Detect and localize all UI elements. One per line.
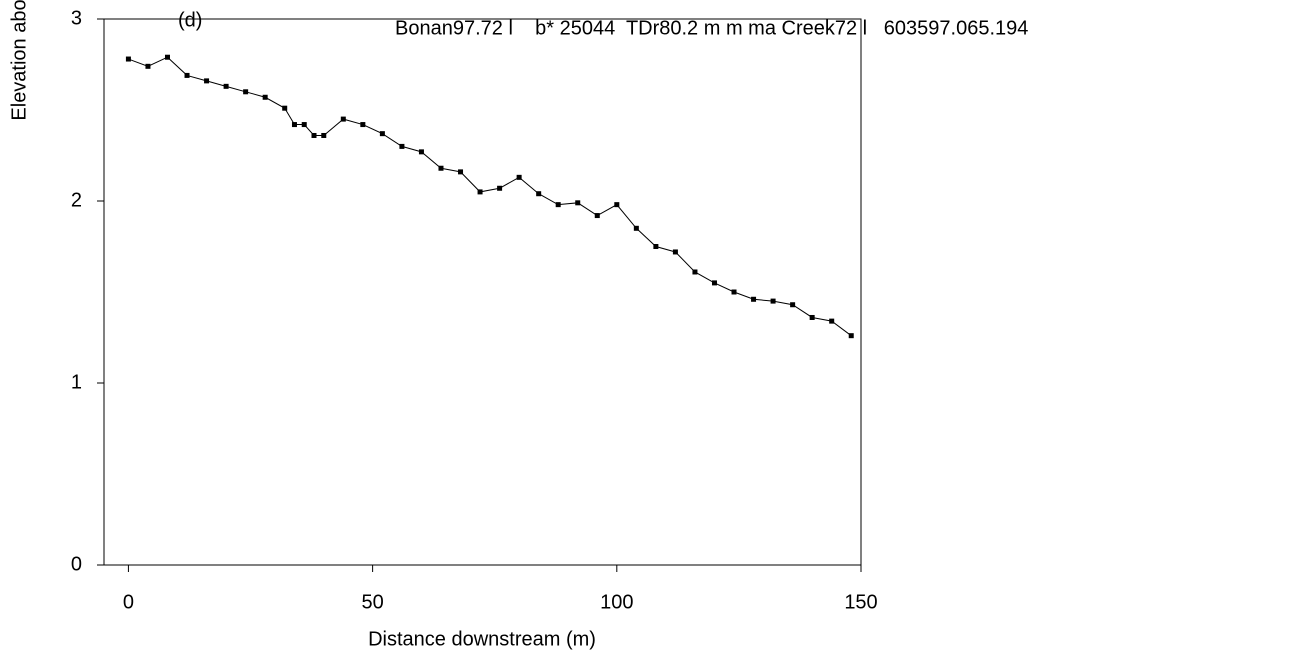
point-marker xyxy=(360,122,366,128)
point-marker xyxy=(731,289,737,295)
y-tick-label: 1 xyxy=(71,371,82,393)
y-tick-label: 3 xyxy=(71,7,82,29)
x-axis-label: Distance downstream (m) xyxy=(368,628,596,650)
point-marker xyxy=(672,249,678,255)
point-marker xyxy=(301,122,307,128)
point-marker xyxy=(692,269,698,275)
point-marker xyxy=(614,202,620,208)
line xyxy=(128,56,852,337)
point-marker xyxy=(418,149,424,155)
point-marker xyxy=(536,191,542,197)
point-marker xyxy=(164,54,170,60)
point-marker xyxy=(125,56,131,62)
point-marker xyxy=(653,244,659,249)
point-marker xyxy=(477,189,483,195)
point-marker xyxy=(575,200,581,206)
point-marker xyxy=(458,169,464,175)
point-marker xyxy=(829,318,835,324)
point-marker xyxy=(555,202,561,208)
point-marker xyxy=(399,143,405,149)
point-marker xyxy=(497,185,503,191)
point-marker xyxy=(291,122,297,128)
point-marker xyxy=(379,131,385,137)
x-tick-label: 150 xyxy=(844,591,877,613)
plot-frame xyxy=(103,18,862,566)
point-marker xyxy=(223,83,229,89)
annotation: (d) xyxy=(178,9,202,31)
x-tick-label: 100 xyxy=(600,591,633,613)
point-marker xyxy=(262,94,268,100)
point-marker xyxy=(516,174,522,180)
x-tick-label: 0 xyxy=(123,591,134,613)
point-marker xyxy=(809,314,815,320)
y-tick-label: 2 xyxy=(71,189,82,211)
point-marker xyxy=(751,296,757,302)
point-marker xyxy=(848,333,854,339)
point-marker xyxy=(321,132,327,138)
point-marker xyxy=(438,165,444,171)
point-marker xyxy=(145,63,151,69)
point-marker xyxy=(340,116,346,122)
point-marker xyxy=(243,89,249,95)
point-marker xyxy=(711,280,717,286)
point-marker xyxy=(594,213,600,219)
y-tick-label: 0 xyxy=(71,553,82,575)
point-marker xyxy=(204,78,210,84)
x-tick-label: 50 xyxy=(361,591,383,613)
point-marker xyxy=(790,302,796,308)
header-text: Bonan97.72 l b* 25044 TDr80.2 m m ma Cre… xyxy=(395,17,1028,39)
point-marker xyxy=(282,105,288,111)
y-axis-label: Elevation abo xyxy=(8,0,30,121)
point-marker xyxy=(770,298,776,304)
point-marker xyxy=(184,72,190,78)
point-marker xyxy=(311,132,317,138)
point-marker xyxy=(633,225,639,231)
